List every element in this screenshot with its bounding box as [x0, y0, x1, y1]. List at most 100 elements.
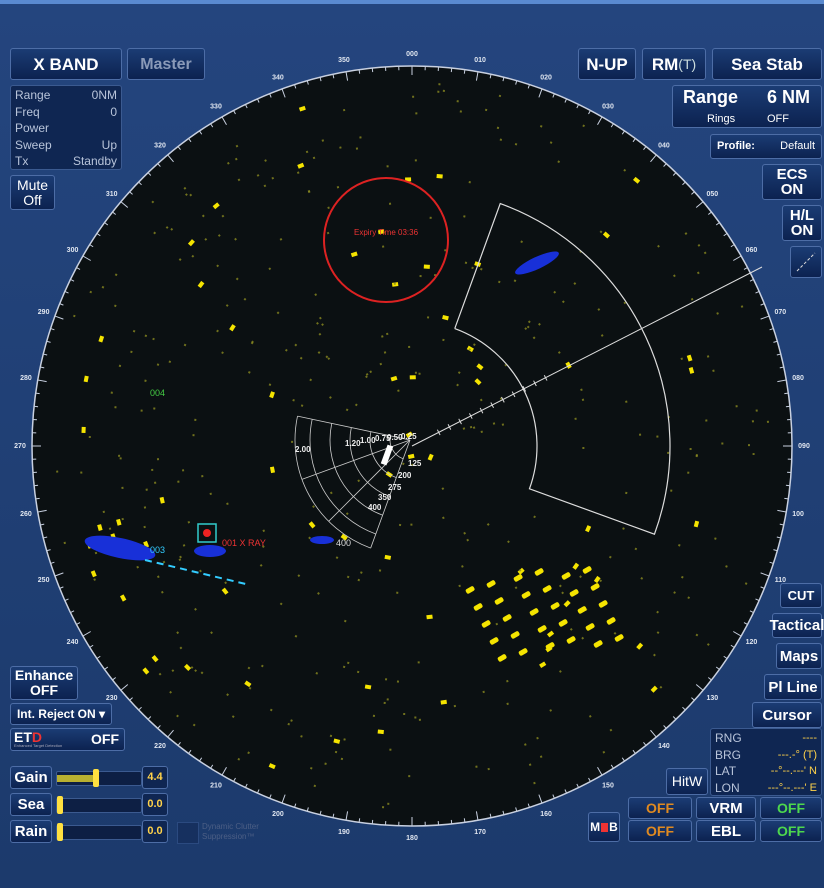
echo: [438, 83, 440, 85]
vrm-button[interactable]: VRM: [696, 797, 756, 819]
control-label: Gain: [10, 766, 52, 789]
echo: [387, 165, 389, 167]
profile-button[interactable]: Profile:Default: [710, 134, 822, 159]
bearing-label: 120: [746, 639, 758, 646]
bearing-label: 330: [210, 103, 222, 110]
bearing-label: 090: [798, 443, 810, 450]
info-row: LAT--°--.---' N: [711, 763, 821, 780]
echo: [415, 159, 417, 161]
bearing-label: 060: [746, 247, 758, 254]
bearing-label: 030: [602, 103, 614, 110]
echo: [420, 275, 422, 277]
control-value: 0.0: [142, 793, 168, 816]
label: BRG: [715, 748, 741, 762]
label: Dynamic Clutter: [202, 822, 259, 832]
ebl-left[interactable]: OFF: [628, 820, 692, 842]
band-button[interactable]: X BAND: [10, 48, 122, 80]
orientation-button[interactable]: N-UP: [578, 48, 636, 80]
label: Sweep: [15, 138, 52, 152]
target-label: 004: [150, 388, 165, 398]
motion-button[interactable]: RM(T): [642, 48, 706, 80]
echo: [201, 475, 203, 477]
echo: [418, 661, 420, 663]
radar-screen: Expiry Time 03:36 004 003 001 X RAY 400 …: [0, 0, 824, 888]
slider[interactable]: [56, 771, 142, 786]
echo: [389, 749, 391, 751]
etd-button[interactable]: ETD Enhanced Target Detection OFF: [10, 728, 125, 751]
side-button[interactable]: Pl Line: [764, 674, 822, 700]
bearing-label: 070: [775, 309, 787, 316]
slider[interactable]: [56, 798, 142, 813]
ebl-button[interactable]: EBL: [696, 820, 756, 842]
int-reject-button[interactable]: Int. Reject ON ▾: [10, 703, 112, 725]
label: ON: [791, 223, 814, 238]
status-row: Freq0: [11, 104, 121, 121]
label: H/L: [790, 208, 814, 223]
bearing-tick: [784, 498, 788, 499]
bearing-label: 220: [154, 743, 166, 750]
target-label: 001 X RAY: [222, 538, 266, 548]
echo: [475, 766, 477, 768]
echo: [574, 418, 576, 420]
echo: [687, 472, 689, 474]
hitw-button[interactable]: HitW: [666, 768, 708, 795]
scale-label: 275: [388, 483, 402, 492]
sub-label: Enhanced Target Detection: [14, 743, 62, 749]
label: Mute: [17, 178, 48, 193]
echo: [151, 469, 153, 471]
label: B: [609, 820, 618, 835]
info-row: LON---°--.---' E: [711, 780, 821, 797]
echo: [111, 392, 113, 394]
echo: [120, 457, 122, 459]
side-button[interactable]: CUT: [780, 583, 822, 608]
echo: [481, 431, 483, 433]
vrm-left[interactable]: OFF: [628, 797, 692, 819]
status-panel: Range0NMFreq0PowerSweepUpTxStandby: [10, 85, 122, 170]
bearing-label: 020: [540, 74, 552, 81]
status-row: Range0NM: [11, 87, 121, 104]
bearing-label: 210: [210, 782, 222, 789]
ebl-right[interactable]: OFF: [760, 820, 822, 842]
vrm-right[interactable]: OFF: [760, 797, 822, 819]
slider[interactable]: [56, 825, 142, 840]
dcs-checkbox[interactable]: [177, 822, 199, 844]
sea-stab-button[interactable]: Sea Stab: [712, 48, 822, 80]
side-button[interactable]: Cursor: [752, 702, 822, 728]
echo: [356, 147, 358, 149]
bearing-label: 350: [338, 57, 350, 64]
echo: [460, 110, 462, 112]
label: OFF: [30, 683, 58, 698]
master-button[interactable]: Master: [127, 48, 205, 80]
echo: [735, 405, 737, 407]
side-button[interactable]: Tactical: [772, 613, 822, 638]
status-row: Power: [11, 120, 121, 137]
echo: [463, 215, 465, 217]
side-button[interactable]: Maps: [776, 643, 822, 669]
echo: [625, 492, 627, 494]
target-label: 003: [150, 545, 165, 555]
echo: [430, 217, 432, 219]
echo: [625, 401, 627, 403]
bearing-tick: [36, 393, 40, 394]
echo: [437, 91, 439, 93]
echo: [752, 420, 754, 422]
value: OFF: [767, 112, 789, 127]
bearing-label: 340: [272, 74, 284, 81]
echo: [426, 615, 432, 620]
label: LAT: [715, 764, 736, 778]
echo: [485, 109, 487, 111]
tool-button[interactable]: [790, 246, 822, 278]
value: Up: [102, 138, 117, 152]
echo: [384, 702, 386, 704]
echo: [121, 487, 123, 489]
echo: [705, 419, 707, 421]
echo: [81, 427, 85, 433]
info-row: RNG----: [711, 730, 821, 747]
value: ---°--.---' E: [768, 782, 817, 794]
range-button[interactable]: Range 6 NM Rings OFF: [672, 85, 822, 128]
